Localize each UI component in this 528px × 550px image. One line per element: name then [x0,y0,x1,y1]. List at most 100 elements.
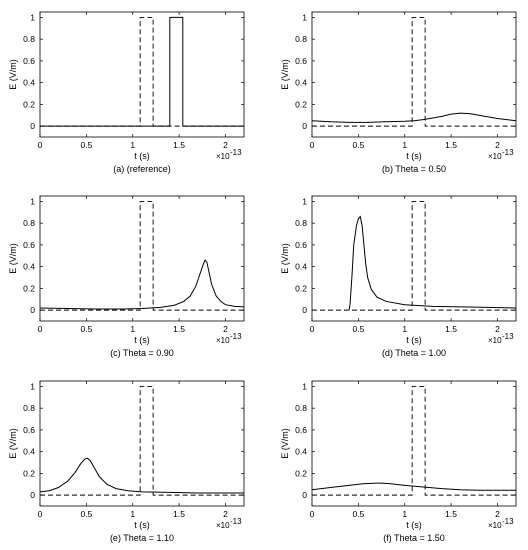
field-line [40,16,244,127]
y-tick-label: 0.8 [23,218,35,228]
x-tick-label: 0.5 [352,140,364,150]
y-tick-label: 0.2 [295,99,307,109]
field-line [39,259,245,310]
y-tick-label: 0.6 [295,240,307,250]
y-tick-label: 0.6 [23,240,35,250]
field-line [311,482,516,491]
x-tick-label: 0.5 [80,509,92,519]
subplot-d: 0 0.5 1 1.5 200.20.40.60.81t (s)E (V/m)×10 -1… [280,195,517,358]
y-tick-label: 0 [302,121,307,131]
x-axis-label: t (s) [406,335,422,345]
y-axis-label: E (V/m) [280,428,290,459]
y-tick-label: 1 [302,12,307,22]
x-tick-label: 0 [310,509,315,519]
y-tick-label: 0.4 [23,447,35,457]
x-tick-label: 1.5 [445,509,457,519]
subplot-e: 0 0.5 1 1.5 200.20.40.60.81t (s)E (V/m)×10 -1… [8,380,245,543]
subplot-c: 0 0.5 1 1.5 200.20.40.60.81t (s)E (V/m)×10 -1… [8,195,245,358]
x-tick-label: 2 [223,140,228,150]
x-tick-label: 1.5 [445,140,457,150]
subplot-caption: (c) Theta = 0.90 [110,348,174,358]
axes-box [311,195,517,322]
x-tick-label: 0.5 [352,324,364,334]
x-axis-label: t (s) [134,335,150,345]
x-multiplier: ×10 [488,521,502,530]
x-axis-label: t (s) [406,151,422,161]
axes-box [311,11,517,138]
x-tick-label: 0 [38,509,43,519]
axes-box [39,11,245,138]
y-tick-label: 0.2 [295,283,307,293]
x-tick-label: 0 [38,324,43,334]
x-tick-label: 2 [495,140,500,150]
x-tick-label: 1.5 [445,324,457,334]
x-multiplier: ×10 [488,152,502,161]
x-tick-label: 1 [130,509,135,519]
x-multiplier-exponent: -13 [502,332,514,341]
reference-pulse-line [40,200,244,311]
reference-pulse-line [312,200,516,311]
x-tick-label: 1.5 [173,324,185,334]
axes-box [39,195,245,322]
y-tick-label: 0.2 [23,283,35,293]
y-tick-label: 0.4 [295,78,307,88]
y-tick-label: 0.8 [23,34,35,44]
x-tick-label: 0 [310,140,315,150]
subplot-caption: (d) Theta = 1.00 [382,348,446,358]
x-tick-label: 1.5 [173,140,185,150]
y-axis-label: E (V/m) [8,59,18,90]
y-tick-label: 0.6 [23,425,35,435]
x-multiplier-exponent: -13 [502,517,514,526]
y-tick-label: 0.4 [23,78,35,88]
x-multiplier-exponent: -13 [230,148,242,157]
y-tick-label: 0 [302,490,307,500]
y-tick-label: 0.6 [295,425,307,435]
reference-pulse-line [312,385,516,496]
x-tick-label: 0.5 [352,509,364,519]
x-tick-label: 0.5 [80,140,92,150]
subplot-caption: (e) Theta = 1.10 [110,533,174,543]
y-tick-label: 1 [30,12,35,22]
x-multiplier: ×10 [488,336,502,345]
field-line [348,215,517,311]
x-multiplier-exponent: -13 [502,148,514,157]
x-tick-label: 1 [130,324,135,334]
y-tick-label: 0.4 [295,447,307,457]
y-tick-label: 0 [30,490,35,500]
reference-pulse-line [312,16,516,127]
subplot-caption: (a) (reference) [113,164,171,174]
x-multiplier: ×10 [216,521,230,530]
x-multiplier-exponent: -13 [230,517,242,526]
y-tick-label: 0 [30,305,35,315]
x-tick-label: 2 [495,324,500,334]
axes-box [311,380,517,507]
x-axis-label: t (s) [134,520,150,530]
y-tick-label: 0 [302,305,307,315]
y-tick-label: 0.8 [23,403,35,413]
x-tick-label: 1.5 [173,509,185,519]
x-axis-label: t (s) [406,520,422,530]
y-tick-label: 0.8 [295,403,307,413]
y-axis-label: E (V/m) [8,243,18,274]
y-tick-label: 0.2 [23,99,35,109]
subplot-a: 0 0.5 1 1.5 200.20.40.60.81t (s)E (V/m)×10 -1… [8,11,245,174]
subplot-f: 0 0.5 1 1.5 200.20.40.60.81t (s)E (V/m)×10 -1… [280,380,517,543]
x-tick-label: 2 [223,324,228,334]
x-tick-label: 0.5 [80,324,92,334]
x-tick-label: 0 [38,140,43,150]
subplot-caption: (b) Theta = 0.50 [382,164,446,174]
y-axis-label: E (V/m) [8,428,18,459]
y-tick-label: 0.4 [295,262,307,272]
subplot-caption: (f) Theta = 1.50 [383,533,445,543]
y-tick-label: 0 [30,121,35,131]
y-tick-label: 1 [302,381,307,391]
x-tick-label: 1 [402,509,407,519]
subplot-b: 0 0.5 1 1.5 200.20.40.60.81t (s)E (V/m)×10 -1… [280,11,517,174]
x-multiplier: ×10 [216,336,230,345]
y-tick-label: 0.2 [23,468,35,478]
y-tick-label: 0.6 [295,56,307,66]
y-axis-label: E (V/m) [280,243,290,274]
axes-box [39,380,245,507]
x-tick-label: 2 [495,509,500,519]
